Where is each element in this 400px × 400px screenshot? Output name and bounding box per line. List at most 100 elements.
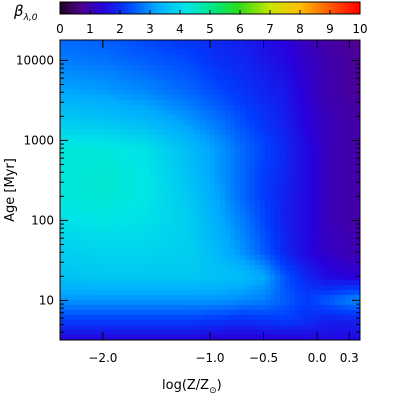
heatmap-cell xyxy=(255,65,261,71)
heatmap-cell xyxy=(305,115,311,121)
heatmap-cell xyxy=(190,260,196,266)
heatmap-cell xyxy=(105,70,111,76)
heatmap-cell xyxy=(85,245,91,251)
heatmap-cell xyxy=(95,315,101,321)
heatmap-cell xyxy=(145,165,151,171)
heatmap-cell xyxy=(225,105,231,111)
heatmap-cell xyxy=(120,115,126,121)
heatmap-cell xyxy=(285,45,291,51)
heatmap-cell xyxy=(295,55,301,61)
heatmap-cell xyxy=(250,65,256,71)
heatmap-cell xyxy=(275,160,281,166)
heatmap-cell xyxy=(110,200,116,206)
heatmap-cell xyxy=(270,110,276,116)
heatmap-cell xyxy=(190,295,196,301)
heatmap-cell xyxy=(195,90,201,96)
heatmap-cell xyxy=(75,145,81,151)
heatmap-cell xyxy=(290,45,296,51)
heatmap-cell xyxy=(330,120,336,126)
heatmap-cell xyxy=(275,295,281,301)
heatmap-cell xyxy=(105,220,111,226)
heatmap-cell xyxy=(95,120,101,126)
heatmap-cell xyxy=(340,285,346,291)
heatmap-cell xyxy=(315,175,321,181)
heatmap-cell xyxy=(350,285,356,291)
heatmap-cell xyxy=(95,60,101,66)
heatmap-cell xyxy=(215,185,221,191)
heatmap-cell xyxy=(115,165,121,171)
heatmap-cell xyxy=(110,150,116,156)
heatmap-cell xyxy=(340,150,346,156)
heatmap-cell xyxy=(325,130,331,136)
heatmap-cell xyxy=(325,180,331,186)
heatmap-cell xyxy=(330,275,336,281)
heatmap-cell xyxy=(265,220,271,226)
heatmap-cell xyxy=(115,255,121,261)
heatmap-cell xyxy=(260,300,266,306)
heatmap-cell xyxy=(60,110,66,116)
heatmap-cell xyxy=(70,285,76,291)
heatmap-cell xyxy=(315,235,321,241)
heatmap-cell xyxy=(145,105,151,111)
heatmap-cell xyxy=(185,165,191,171)
heatmap-cell xyxy=(225,55,231,61)
heatmap-cell xyxy=(90,305,96,311)
heatmap-cell xyxy=(70,160,76,166)
heatmap-cell xyxy=(285,55,291,61)
heatmap-cell xyxy=(335,295,341,301)
heatmap-cell xyxy=(300,85,306,91)
heatmap-cell xyxy=(85,40,91,46)
heatmap-cell xyxy=(315,300,321,306)
heatmap-cell xyxy=(185,195,191,201)
heatmap-cell xyxy=(235,100,241,106)
heatmap-cell xyxy=(250,175,256,181)
heatmap-cell xyxy=(330,60,336,66)
heatmap-cell xyxy=(290,95,296,101)
heatmap-cell xyxy=(80,80,86,86)
heatmap-cell xyxy=(270,70,276,76)
heatmap-cell xyxy=(190,240,196,246)
heatmap-cell xyxy=(155,225,161,231)
y-tick-label: 10 xyxy=(39,293,54,307)
heatmap-cell xyxy=(320,230,326,236)
heatmap-cell xyxy=(145,120,151,126)
heatmap-cell xyxy=(125,45,131,51)
heatmap-cell xyxy=(275,130,281,136)
heatmap-cell xyxy=(230,150,236,156)
heatmap-cell xyxy=(290,325,296,331)
heatmap-cell xyxy=(125,155,131,161)
heatmap-cell xyxy=(90,40,96,46)
heatmap-cell xyxy=(60,335,66,340)
heatmap-cell xyxy=(125,165,131,171)
heatmap-cell xyxy=(320,330,326,336)
heatmap-cell xyxy=(355,50,360,56)
heatmap-cell xyxy=(165,315,171,321)
heatmap-cell xyxy=(265,315,271,321)
heatmap-cell xyxy=(90,135,96,141)
heatmap-cell xyxy=(285,230,291,236)
heatmap-cell xyxy=(320,50,326,56)
heatmap-cell xyxy=(330,270,336,276)
heatmap-cell xyxy=(280,185,286,191)
heatmap-cell xyxy=(110,305,116,311)
heatmap-cell xyxy=(170,260,176,266)
heatmap-cell xyxy=(150,115,156,121)
heatmap-cell xyxy=(130,60,136,66)
heatmap-cell xyxy=(235,230,241,236)
heatmap-cell xyxy=(65,175,71,181)
heatmap-cell xyxy=(85,330,91,336)
heatmap-cell xyxy=(235,160,241,166)
heatmap-cell xyxy=(140,320,146,326)
heatmap-cell xyxy=(125,105,131,111)
heatmap-cell xyxy=(330,320,336,326)
heatmap-cell xyxy=(85,90,91,96)
heatmap-cell xyxy=(130,155,136,161)
heatmap-cell xyxy=(65,225,71,231)
heatmap-cell xyxy=(195,325,201,331)
heatmap-cell xyxy=(100,230,106,236)
heatmap-cell xyxy=(125,205,131,211)
heatmap-cell xyxy=(350,130,356,136)
heatmap-cell xyxy=(280,195,286,201)
heatmap-cell xyxy=(150,320,156,326)
